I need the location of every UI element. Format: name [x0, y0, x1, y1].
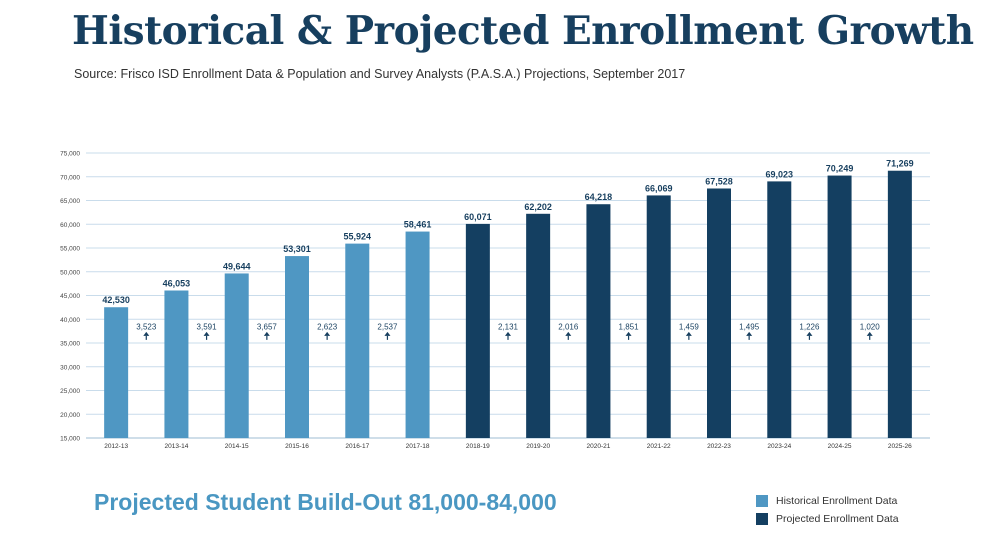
y-tick-label: 45,000 — [60, 293, 80, 300]
growth-arrow-icon — [806, 331, 813, 336]
bar-2023-24 — [767, 181, 792, 438]
growth-label: 1,226 — [799, 322, 820, 331]
bar-value-label: 71,269 — [886, 159, 914, 169]
growth-label: 2,537 — [377, 322, 398, 331]
bar-value-label: 69,023 — [766, 169, 794, 179]
growth-label: 1,495 — [739, 322, 760, 331]
bar-value-label: 49,644 — [223, 261, 251, 271]
growth-arrow-icon — [324, 331, 331, 336]
bar-2014-15 — [224, 273, 249, 438]
legend-swatch-projected — [756, 513, 768, 525]
y-tick-label: 60,000 — [60, 222, 80, 229]
bar-2015-16 — [285, 256, 309, 438]
y-tick-label: 55,000 — [60, 246, 80, 253]
x-tick-label: 2020-21 — [586, 443, 610, 450]
bar-2013-14 — [164, 290, 189, 438]
bar-value-label: 60,071 — [464, 212, 492, 222]
bar-2025-26 — [887, 170, 912, 439]
legend-label-projected: Projected Enrollment Data — [776, 513, 899, 525]
x-tick-label: 2022-23 — [707, 443, 731, 450]
bar-2017-18 — [405, 231, 430, 438]
y-tick-label: 70,000 — [60, 174, 80, 181]
legend-item-projected: Projected Enrollment Data — [756, 510, 899, 528]
growth-label: 1,851 — [619, 322, 640, 331]
y-tick-label: 75,000 — [60, 151, 80, 158]
bar-value-label: 55,924 — [344, 232, 372, 242]
growth-arrow-icon — [143, 331, 150, 336]
growth-arrow-icon — [203, 331, 210, 336]
growth-arrow-icon — [263, 331, 270, 336]
growth-arrow-icon — [625, 331, 632, 336]
bar-value-label: 42,530 — [102, 295, 130, 305]
x-tick-label: 2024-25 — [828, 443, 852, 450]
bar-value-label: 66,069 — [645, 183, 673, 193]
page-title: Historical & Projected Enrollment Growth — [72, 8, 974, 54]
growth-arrow-icon — [565, 331, 572, 336]
bar-value-label: 53,301 — [283, 244, 311, 254]
y-tick-label: 20,000 — [60, 412, 80, 419]
growth-arrow-icon — [384, 331, 391, 336]
growth-label: 2,016 — [558, 322, 579, 331]
x-tick-label: 2018-19 — [466, 443, 490, 450]
y-tick-label: 30,000 — [60, 364, 80, 371]
growth-label: 1,459 — [679, 322, 700, 331]
legend-label-historical: Historical Enrollment Data — [776, 495, 898, 507]
y-tick-label: 65,000 — [60, 198, 80, 205]
growth-label: 2,623 — [317, 322, 338, 331]
y-tick-label: 15,000 — [60, 436, 80, 443]
source-note: Source: Frisco ISD Enrollment Data & Pop… — [74, 67, 686, 81]
y-tick-label: 25,000 — [60, 388, 80, 395]
x-tick-label: 2015-16 — [285, 443, 309, 450]
bar-2021-22 — [646, 195, 671, 438]
growth-label: 2,131 — [498, 322, 519, 331]
growth-arrow-icon — [746, 331, 753, 336]
bar-value-label: 62,202 — [524, 202, 552, 212]
x-tick-label: 2023-24 — [767, 443, 791, 450]
growth-arrow-icon — [685, 331, 692, 336]
x-tick-label: 2016-17 — [345, 443, 369, 450]
y-tick-label: 35,000 — [60, 341, 80, 348]
buildout-projection: Projected Student Build-Out 81,000-84,00… — [94, 489, 557, 515]
y-tick-label: 50,000 — [60, 269, 80, 276]
bar-value-label: 67,528 — [705, 176, 733, 186]
growth-label: 1,020 — [860, 322, 881, 331]
x-tick-label: 2021-22 — [647, 443, 671, 450]
legend-item-historical: Historical Enrollment Data — [756, 492, 899, 510]
bar-value-label: 58,461 — [404, 220, 432, 230]
bar-2020-21 — [586, 204, 611, 438]
growth-arrow-icon — [866, 331, 873, 336]
bar-2024-25 — [827, 175, 852, 438]
bar-2018-19 — [465, 223, 490, 438]
x-tick-label: 2019-20 — [526, 443, 550, 450]
legend-swatch-historical — [756, 495, 768, 507]
bar-value-label: 70,249 — [826, 164, 854, 174]
bar-2016-17 — [345, 243, 370, 438]
x-tick-label: 2025-26 — [888, 443, 912, 450]
x-tick-label: 2012-13 — [104, 443, 128, 450]
growth-label: 3,523 — [136, 322, 157, 331]
x-tick-label: 2017-18 — [406, 443, 430, 450]
x-tick-label: 2013-14 — [164, 443, 188, 450]
bar-2019-20 — [526, 213, 551, 438]
growth-label: 3,657 — [257, 322, 278, 331]
growth-label: 3,591 — [197, 322, 218, 331]
bar-2022-23 — [707, 188, 731, 438]
growth-arrow-icon — [505, 331, 511, 336]
x-tick-label: 2014-15 — [225, 443, 249, 450]
y-tick-label: 40,000 — [60, 317, 80, 324]
bar-value-label: 46,053 — [163, 278, 191, 288]
chart-legend: Historical Enrollment Data Projected Enr… — [756, 492, 899, 528]
bar-2012-13 — [104, 307, 129, 438]
bar-value-label: 64,218 — [585, 192, 613, 202]
